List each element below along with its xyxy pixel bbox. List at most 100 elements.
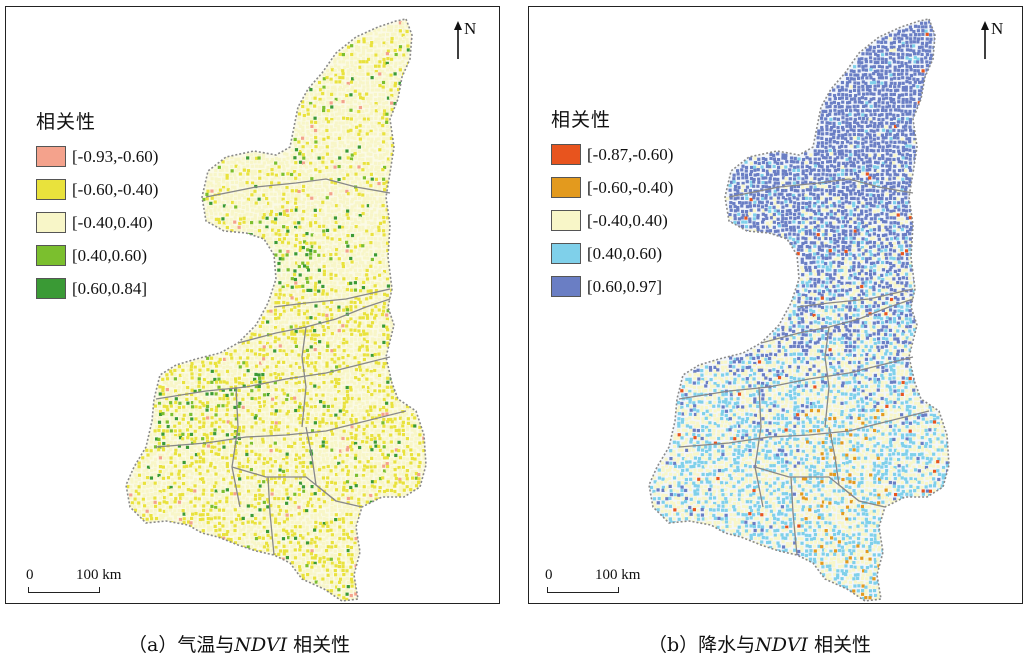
raster-cell [337,264,341,268]
raster-cell [277,428,281,432]
raster-cell [150,436,154,440]
raster-cell [322,352,326,357]
raster-cell [194,376,198,380]
raster-cell [402,69,407,73]
raster-cell [313,205,317,209]
raster-cell [278,348,282,353]
raster-cell [374,292,378,296]
raster-cell [206,416,210,420]
raster-cell [345,225,349,229]
raster-cell [326,220,330,224]
raster-cell [365,208,370,212]
raster-cell [173,429,177,433]
raster-cell [253,361,257,365]
raster-cell [393,81,398,85]
raster-cell [309,221,313,225]
raster-cell [281,189,286,193]
raster-cell [221,168,225,172]
raster-cell [326,396,330,400]
raster-cell [221,493,225,497]
raster-cell [162,496,167,500]
raster-cell [277,268,281,272]
raster-cell [345,109,349,113]
raster-cell [377,232,381,236]
raster-cell [385,269,390,273]
raster-cell [298,413,303,418]
raster-cell [397,428,401,432]
raster-cell [377,444,381,449]
raster-cell [278,288,282,292]
raster-cell [290,296,294,300]
raster-cell [330,185,334,190]
raster-cell [166,465,171,469]
raster-cell [278,332,282,336]
raster-cell [302,376,306,381]
raster-cell [338,169,342,173]
raster-cell [273,472,277,476]
raster-cell [193,393,197,397]
raster-cell [370,340,374,344]
raster-cell [285,492,289,496]
raster-cell [146,505,150,510]
raster-cell [382,276,386,280]
raster-cell [266,160,271,164]
raster-cell [341,389,346,393]
raster-cell [317,221,321,225]
raster-cell [166,476,171,480]
raster-cell [258,497,262,501]
raster-cell [317,165,322,169]
raster-cell [353,208,357,212]
raster-cell [302,436,306,440]
raster-cell [389,61,393,65]
raster-cell [370,109,374,113]
raster-cell [197,416,201,420]
raster-cell [393,392,397,397]
raster-cell [294,469,298,474]
raster-cell [306,372,310,376]
raster-cell [249,361,253,365]
raster-cell [338,121,342,125]
raster-cell [254,444,258,448]
raster-cell [369,204,373,208]
raster-cell [266,425,270,430]
raster-cell [189,364,193,369]
raster-cell [277,481,281,485]
raster-cell [389,417,393,422]
raster-cell [337,97,341,101]
raster-cell [241,485,245,489]
raster-cell [250,484,254,488]
raster-cell [377,469,381,473]
raster-cell [334,173,338,177]
raster-cell [269,476,274,481]
raster-cell [281,268,286,272]
raster-cell [253,193,258,197]
raster-cell [374,189,378,193]
raster-cell [210,216,214,220]
raster-cell [393,64,398,68]
raster-cell [370,448,374,452]
raster-cell [345,417,349,421]
raster-cell [273,221,278,225]
raster-cell [162,500,166,504]
raster-cell [309,381,313,386]
raster-cell [394,52,398,57]
raster-cell [173,389,178,393]
raster-cell [302,140,306,144]
raster-cell [329,472,334,476]
raster-cell [345,77,349,81]
raster-cell [197,429,201,433]
raster-cell [166,456,170,460]
raster-cell [310,196,314,200]
raster-cell [405,37,409,42]
raster-cell [341,249,345,253]
raster-cell [345,120,349,124]
raster-cell [313,164,317,168]
raster-cell [329,336,333,340]
raster-cell [302,493,306,497]
raster-cell [337,461,341,465]
raster-cell [322,388,326,392]
raster-cell [373,389,377,393]
raster-cell [217,360,221,364]
raster-cell [369,452,373,456]
raster-cell [382,28,386,32]
